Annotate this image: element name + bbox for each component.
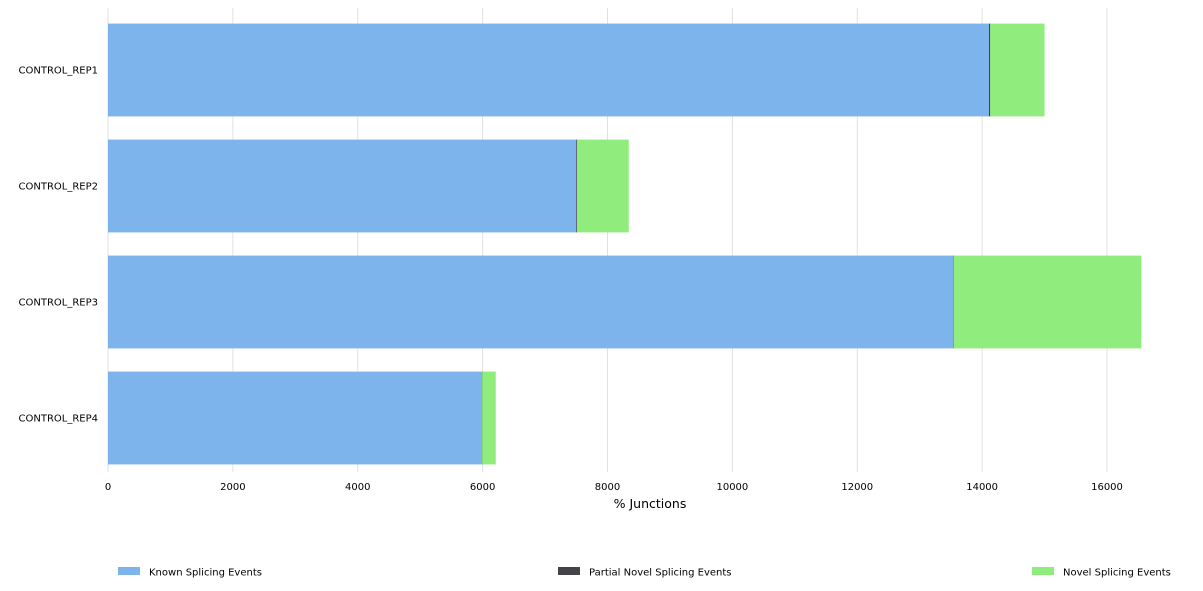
bar-control-rep1-series-0[interactable] [108, 23, 989, 117]
bar-control-rep1-series-2[interactable] [990, 23, 1045, 117]
x-tick-label: 14000 [966, 482, 998, 493]
x-tick-label: 8000 [595, 482, 620, 493]
legend-swatch [558, 567, 580, 575]
x-tick-label: 10000 [716, 482, 748, 493]
bar-control-rep1-series-1[interactable] [988, 23, 991, 117]
bar-control-rep2-series-0[interactable] [108, 139, 577, 233]
legend-item-0[interactable]: Known Splicing Events [118, 567, 262, 579]
legend-label: Novel Splicing Events [1063, 568, 1171, 579]
bar-control-rep4-series-0[interactable] [108, 371, 483, 465]
x-axis-title: % Junctions [614, 496, 687, 511]
bar-control-rep3-series-2[interactable] [953, 255, 1142, 349]
x-tick-label: 6000 [470, 482, 495, 493]
legend-label: Partial Novel Splicing Events [589, 568, 731, 579]
category-label: CONTROL_REP1 [19, 66, 99, 77]
x-tick-label: 4000 [345, 482, 370, 493]
x-tick-label: 0 [105, 482, 111, 493]
category-labels: CONTROL_REP1 CONTROL_REP2 CONTROL_REP3 CONT… [19, 66, 99, 425]
legend-label: Known Splicing Events [149, 568, 262, 579]
bars [108, 23, 1142, 465]
bar-control-rep2-series-2[interactable] [577, 139, 629, 233]
category-label: CONTROL_REP2 [19, 182, 99, 193]
bar-control-rep2-series-1[interactable] [576, 139, 578, 233]
x-tick-labels: 0 2000 4000 6000 8000 10000 12000 14000 16000 [105, 482, 1123, 493]
legend-swatch [1032, 567, 1054, 575]
category-label: CONTROL_REP3 [19, 298, 99, 309]
x-tick-label: 12000 [841, 482, 873, 493]
bar-control-rep4-series-2[interactable] [482, 371, 496, 465]
x-tick-label: 16000 [1091, 482, 1123, 493]
legend-item-2[interactable]: Novel Splicing Events [1032, 567, 1171, 579]
legend-item-1[interactable]: Partial Novel Splicing Events [558, 567, 731, 579]
category-label: CONTROL_REP4 [19, 414, 99, 425]
legend-swatch [118, 567, 140, 575]
legend[interactable]: Known Splicing Events Partial Novel Splic… [118, 567, 1171, 579]
bar-control-rep3-series-0[interactable] [108, 255, 954, 349]
x-tick-label: 2000 [220, 482, 245, 493]
